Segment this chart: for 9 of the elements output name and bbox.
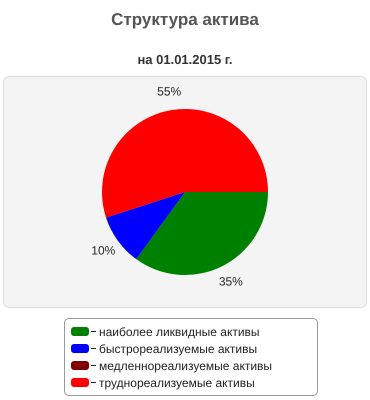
chart-title: Структура актива bbox=[110, 10, 260, 30]
legend-label: труднореализуемые активы bbox=[89, 376, 255, 390]
data-label: 35% bbox=[218, 274, 244, 288]
data-label: 10% bbox=[91, 244, 116, 258]
data-label: 55% bbox=[157, 84, 182, 99]
chart-subtitle: на 01.01.2015 г. bbox=[136, 52, 234, 67]
legend-label: медленнореализуемые активы bbox=[89, 358, 272, 372]
legend-label: наиболее ликвидные активы bbox=[89, 324, 260, 338]
legend-label: быстрореализуемые активы bbox=[89, 342, 258, 356]
